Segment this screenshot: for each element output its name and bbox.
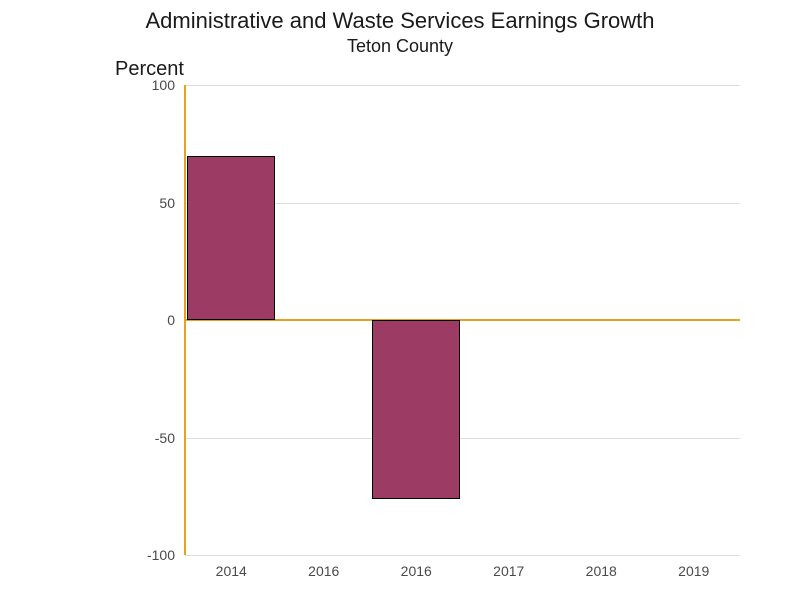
x-tick-label: 2014 bbox=[216, 555, 247, 579]
gridline bbox=[185, 85, 740, 86]
gridline bbox=[185, 438, 740, 439]
x-tick-label: 2017 bbox=[493, 555, 524, 579]
y-tick-label: 100 bbox=[152, 77, 185, 93]
y-tick-label: 50 bbox=[159, 195, 185, 211]
bar bbox=[372, 320, 460, 499]
x-tick-label: 2018 bbox=[586, 555, 617, 579]
y-tick-label: -50 bbox=[155, 430, 185, 446]
plot-area: -100-50050100201420162016201720182019 bbox=[185, 85, 740, 555]
bar bbox=[187, 156, 275, 321]
chart-title: Administrative and Waste Services Earnin… bbox=[0, 8, 800, 34]
x-tick-label: 2019 bbox=[678, 555, 709, 579]
y-axis-line bbox=[184, 85, 186, 555]
x-tick-label: 2016 bbox=[401, 555, 432, 579]
x-tick-label: 2016 bbox=[308, 555, 339, 579]
chart-subtitle: Teton County bbox=[0, 36, 800, 57]
gridline bbox=[185, 555, 740, 556]
y-tick-label: -100 bbox=[147, 547, 185, 563]
y-tick-label: 0 bbox=[167, 312, 185, 328]
